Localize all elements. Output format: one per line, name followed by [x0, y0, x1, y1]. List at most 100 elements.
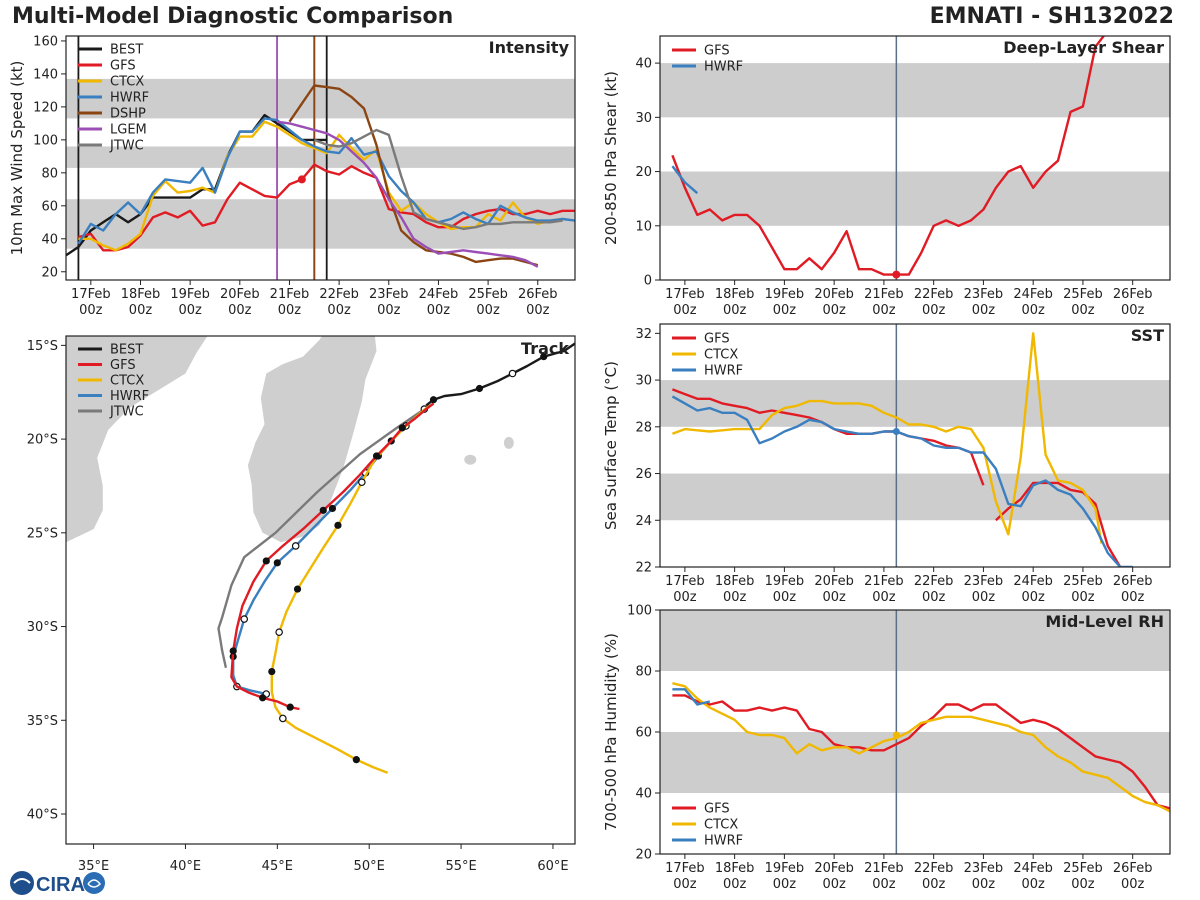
x-tick-label: 00z — [773, 590, 797, 605]
x-tick-label: 00z — [1071, 303, 1095, 318]
x-tick-label: 00z — [972, 590, 996, 605]
shear-series-gfs — [671, 36, 1106, 276]
legend-label-jtwc: JTWC — [109, 405, 144, 420]
x-tick-label: 18Feb — [715, 574, 755, 589]
x-tick-label: 19Feb — [170, 287, 210, 302]
track-point — [352, 756, 360, 764]
track-title: Track — [521, 339, 569, 358]
intensity-frame — [65, 35, 576, 281]
x-tick-label: 00z — [673, 590, 697, 605]
legend-label-hwrf: HWRF — [704, 364, 743, 379]
x-tick-label: 25Feb — [1063, 861, 1103, 876]
track-point — [372, 452, 381, 460]
legend-label-ctcx: CTCX — [704, 818, 738, 833]
lat-tick-label: 35°S — [27, 714, 58, 729]
track-point — [275, 628, 283, 636]
x-tick-label: 00z — [673, 877, 697, 892]
rh-band — [660, 610, 1170, 671]
y-tick-label: 20 — [635, 165, 652, 180]
intensity-series-hwrf — [77, 117, 575, 245]
x-tick-label: 26Feb — [1113, 861, 1153, 876]
x-tick-label: 00z — [1121, 303, 1145, 318]
legend-label-jtwc: JTWC — [109, 139, 144, 154]
x-tick-label: 00z — [129, 303, 153, 318]
x-tick-label: 24Feb — [419, 287, 459, 302]
x-tick-label: 00z — [526, 303, 550, 318]
x-tick-label: 00z — [1121, 590, 1145, 605]
track-point — [229, 647, 237, 655]
x-tick-label: 21Feb — [270, 287, 310, 302]
y-tick-label: 80 — [635, 665, 652, 680]
x-tick-label: 00z — [228, 303, 252, 318]
legend-label-gfs: GFS — [110, 59, 136, 74]
x-tick-label: 00z — [327, 303, 351, 318]
legend-label-hwrf: HWRF — [110, 389, 149, 404]
globe-icon — [10, 871, 34, 895]
track-point — [268, 667, 276, 676]
legend-label-lgem: LGEM — [110, 123, 147, 138]
y-tick-label: 40 — [635, 787, 652, 802]
x-tick-label: 00z — [972, 303, 996, 318]
track-point — [293, 585, 302, 593]
x-tick-label: 00z — [773, 877, 797, 892]
y-tick-label: 0 — [644, 274, 652, 289]
legend-label-gfs: GFS — [704, 332, 730, 347]
x-tick-label: 17Feb — [665, 574, 705, 589]
rh-panel — [655, 609, 1171, 859]
y-tick-label: 40 — [635, 57, 652, 72]
x-tick-label: 00z — [476, 303, 500, 318]
intensity-series-lgem — [276, 120, 539, 268]
lon-tick-label: 40°E — [170, 859, 201, 874]
legend-label-ctcx: CTCX — [704, 348, 738, 363]
lat-tick-label: 25°S — [27, 526, 58, 541]
y-tick-label: 120 — [33, 100, 58, 115]
x-tick-label: 23Feb — [964, 287, 1004, 302]
x-tick-label: 23Feb — [964, 574, 1004, 589]
x-tick-label: 18Feb — [715, 287, 755, 302]
x-tick-label: 00z — [773, 303, 797, 318]
x-tick-label: 00z — [922, 590, 946, 605]
intensity-title: Intensity — [489, 38, 570, 57]
x-tick-label: 00z — [972, 877, 996, 892]
y-tick-label: 20 — [41, 265, 58, 280]
y-tick-label: 32 — [635, 327, 652, 342]
lon-tick-label: 35°E — [78, 859, 109, 874]
shear-band — [660, 63, 1170, 118]
track-point — [273, 559, 281, 567]
track-point — [291, 542, 300, 550]
legend-label-ctcx: CTCX — [110, 75, 144, 90]
x-tick-label: 00z — [822, 303, 846, 318]
intensity-band — [66, 146, 575, 168]
x-tick-label: 00z — [723, 590, 747, 605]
x-tick-label: 00z — [1071, 877, 1095, 892]
track-point — [286, 703, 294, 711]
x-tick-label: 00z — [178, 303, 202, 318]
rh-series-gfs — [672, 694, 1170, 810]
x-tick-label: 26Feb — [1113, 287, 1153, 302]
rh-marker — [892, 731, 900, 739]
track-point — [259, 694, 267, 702]
legend-label-gfs: GFS — [704, 44, 730, 59]
legend-label-dshp: DSHP — [110, 107, 146, 122]
lon-tick-label: 55°E — [445, 859, 476, 874]
sst-frame — [659, 323, 1171, 568]
track-point — [475, 384, 484, 393]
y-tick-label: 28 — [635, 420, 652, 435]
intensity-series-jtwc — [313, 128, 563, 231]
intensity-marker — [297, 175, 306, 184]
sst-series-hwrf — [671, 395, 1133, 567]
y-tick-label: 80 — [41, 166, 58, 181]
x-tick-label: 21Feb — [864, 574, 904, 589]
x-tick-label: 00z — [723, 877, 747, 892]
intensity-series-gfs — [78, 163, 575, 252]
track-point — [508, 369, 517, 378]
x-tick-label: 25Feb — [468, 287, 508, 302]
track-point — [328, 504, 337, 513]
sst-band — [660, 380, 1170, 427]
y-tick-label: 10 — [635, 219, 652, 234]
track-point — [358, 478, 366, 487]
x-tick-label: 21Feb — [864, 861, 904, 876]
x-tick-label: 00z — [872, 303, 896, 318]
shear-series-hwrf — [671, 165, 699, 195]
x-tick-label: 24Feb — [1013, 287, 1053, 302]
